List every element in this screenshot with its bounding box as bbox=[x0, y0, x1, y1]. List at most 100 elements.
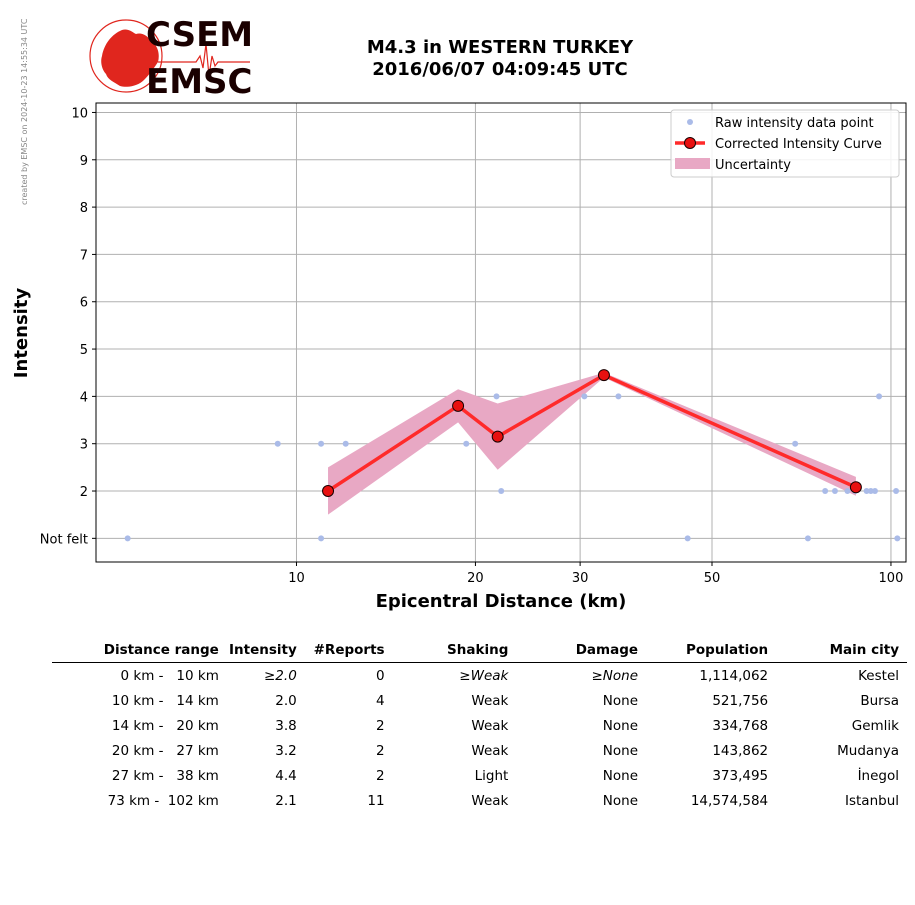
logo-text-bottom: EMSC bbox=[146, 62, 253, 96]
table-cell-population: 334,768 bbox=[712, 717, 769, 734]
table-row: 20 km - 27 km 3.2 2 Weak None 143,862 Mudanya bbox=[52, 738, 907, 763]
table-cell-reports: 0 bbox=[375, 667, 385, 684]
curve-point-marker bbox=[491, 430, 504, 443]
table-cell-reports: 2 bbox=[375, 742, 385, 759]
chart-title: M4.3 in WESTERN TURKEY 2016/06/07 04:09:… bbox=[300, 37, 700, 81]
raw-data-point bbox=[876, 393, 883, 400]
table-header-row: Distance range Intensity #Reports Shakin… bbox=[52, 640, 907, 663]
table-cell-damage: None bbox=[602, 717, 639, 734]
col-header-damage: Damage bbox=[575, 642, 639, 658]
table-cell-intensity: ≥2.0 bbox=[264, 667, 297, 684]
raw-data-point bbox=[684, 535, 691, 542]
raw-data-point bbox=[844, 488, 851, 495]
table-cell-range: 10 km - 14 km bbox=[111, 692, 219, 709]
raw-data-point bbox=[493, 393, 500, 400]
table-cell-population: 143,862 bbox=[712, 742, 769, 759]
raw-data-point bbox=[318, 440, 325, 447]
table-cell-intensity: 3.8 bbox=[275, 717, 297, 734]
y-tick-label: 6 bbox=[80, 296, 88, 311]
table-cell-range: 20 km - 27 km bbox=[111, 742, 219, 759]
table-cell-population: 14,574,584 bbox=[690, 792, 769, 809]
table-cell-reports: 2 bbox=[375, 767, 385, 784]
raw-data-point bbox=[463, 440, 470, 447]
col-header-shaking: Shaking bbox=[447, 642, 509, 658]
x-tick-label: 10 bbox=[288, 571, 305, 586]
raw-points-layer bbox=[124, 393, 901, 542]
intensity-chart: 10 20 30 50 100 Not felt 2 3 4 5 6 7 8 9 10 Epicentral… bbox=[11, 102, 907, 612]
table-cell-intensity: 3.2 bbox=[275, 742, 297, 759]
logo-europe-map bbox=[101, 29, 159, 87]
curve-point-marker bbox=[322, 485, 335, 498]
y-tick-label: 7 bbox=[80, 248, 88, 263]
logo-text-top: CSEM bbox=[146, 16, 253, 55]
x-tick-label: 20 bbox=[467, 571, 484, 586]
table-row: 27 km - 38 km 4.4 2 Light None 373,495 İnegol bbox=[52, 763, 907, 788]
raw-data-point bbox=[871, 488, 878, 495]
table-cell-reports: 4 bbox=[375, 692, 385, 709]
table-cell-intensity: 2.0 bbox=[275, 692, 297, 709]
raw-data-point bbox=[615, 393, 622, 400]
legend-raw-label: Raw intensity data point bbox=[715, 116, 874, 131]
col-header-intensity: Intensity bbox=[229, 642, 297, 658]
chart-title-line2: 2016/06/07 04:09:45 UTC bbox=[372, 59, 628, 80]
table-cell-population: 373,495 bbox=[712, 767, 769, 784]
intensity-curve-layer bbox=[322, 369, 862, 498]
table-row: 10 km - 14 km 2.0 4 Weak None 521,756 Bursa bbox=[52, 688, 907, 713]
raw-data-point bbox=[893, 488, 900, 495]
table-row: 73 km - 102 km 2.1 11 Weak None 14,574,584 Ist… bbox=[52, 788, 907, 813]
curve-point-marker bbox=[849, 481, 862, 494]
table-cell-shaking: Weak bbox=[471, 792, 509, 809]
col-header-distance: Distance range bbox=[103, 642, 219, 658]
col-header-city: Main city bbox=[829, 642, 899, 658]
table-cell-intensity: 2.1 bbox=[275, 792, 297, 809]
table-cell-city: Mudanya bbox=[837, 742, 899, 759]
y-tick-label: 8 bbox=[80, 201, 88, 216]
curve-point-marker bbox=[597, 369, 610, 382]
table-cell-population: 521,756 bbox=[712, 692, 769, 709]
curve-point-marker bbox=[452, 399, 465, 412]
table-cell-range: 0 km - 10 km bbox=[120, 667, 219, 684]
tick-labels: 10 20 30 50 100 Not felt 2 3 4 5 6 7 8 9 10 bbox=[40, 106, 904, 586]
raw-data-point bbox=[124, 535, 131, 542]
y-tick-label: 10 bbox=[71, 106, 88, 121]
raw-data-point bbox=[342, 440, 349, 447]
raw-data-point bbox=[792, 440, 799, 447]
y-axis-label: Intensity bbox=[11, 288, 32, 379]
table-cell-range: 14 km - 20 km bbox=[111, 717, 219, 734]
y-tick-label: Not felt bbox=[40, 532, 88, 547]
col-header-population: Population bbox=[685, 642, 769, 658]
table-cell-population: 1,114,062 bbox=[699, 667, 769, 684]
legend-curve-label: Corrected Intensity Curve bbox=[715, 137, 882, 152]
table-cell-city: Istanbul bbox=[844, 792, 899, 809]
y-tick-label: 3 bbox=[80, 438, 88, 453]
raw-data-point bbox=[894, 535, 901, 542]
y-tick-label: 4 bbox=[80, 390, 88, 405]
table-cell-damage: None bbox=[602, 792, 639, 809]
raw-data-point bbox=[274, 440, 281, 447]
raw-data-point bbox=[831, 488, 838, 495]
table-cell-damage: None bbox=[602, 767, 639, 784]
raw-data-point bbox=[863, 488, 870, 495]
y-tick-label: 5 bbox=[80, 343, 88, 358]
table-cell-city: İnegol bbox=[857, 767, 899, 784]
legend-band-label: Uncertainty bbox=[715, 158, 791, 173]
raw-data-point bbox=[581, 393, 588, 400]
table-cell-range: 27 km - 38 km bbox=[111, 767, 219, 784]
logo-seismogram bbox=[158, 43, 250, 77]
table-cell-shaking: Light bbox=[474, 767, 509, 784]
table-cell-reports: 2 bbox=[375, 717, 385, 734]
raw-data-point bbox=[804, 535, 811, 542]
legend-curve-marker bbox=[684, 137, 696, 149]
table-row: 14 km - 20 km 3.8 2 Weak None 334,768 Gemlik bbox=[52, 713, 907, 738]
table-cell-damage: None bbox=[602, 742, 639, 759]
col-header-reports: #Reports bbox=[313, 642, 385, 658]
table-cell-shaking: Weak bbox=[471, 692, 509, 709]
intensity-summary-table: Distance range Intensity #Reports Shakin… bbox=[52, 640, 907, 813]
x-tick-label: 50 bbox=[704, 571, 721, 586]
x-tick-label: 30 bbox=[572, 571, 589, 586]
emsc-logo: CSEM EMSC bbox=[89, 16, 253, 96]
grid bbox=[96, 103, 906, 562]
raw-data-point bbox=[318, 535, 325, 542]
table-row: 0 km - 10 km ≥2.0 0 ≥Weak ≥None 1,114,062 Kest… bbox=[52, 663, 907, 689]
legend: Raw intensity data point Corrected Inten… bbox=[670, 109, 900, 178]
